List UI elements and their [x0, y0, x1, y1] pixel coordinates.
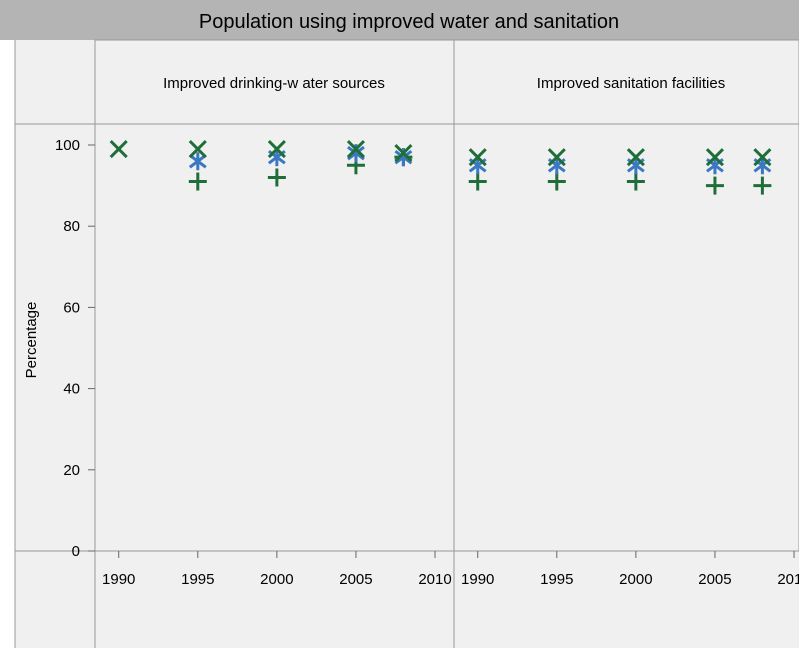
x-tick-label: 2000 [619, 571, 652, 588]
marker-x [547, 148, 566, 167]
y-tick-label: 0 [72, 543, 80, 560]
marker-x [346, 139, 366, 159]
x-tick-label: 2010 [418, 571, 451, 588]
chart-title: Population using improved water and sani… [199, 11, 619, 33]
marker-x [705, 148, 725, 167]
y-tick-label: 60 [63, 299, 80, 316]
x-tick-label: 2010 [777, 571, 799, 588]
y-axis: 0 20 40 60 80 100 [55, 137, 95, 560]
y-tick-label: 100 [55, 137, 80, 154]
marker-plus [705, 176, 724, 195]
marker-star [188, 152, 207, 171]
marker-x [188, 139, 207, 159]
marker-x [626, 148, 645, 167]
x-tick-label: 2005 [339, 571, 372, 588]
marker-x [753, 148, 772, 167]
panel-header-sanitation [453, 39, 799, 125]
x-tick-label: 1990 [102, 571, 135, 588]
y-tick-label: 40 [63, 381, 80, 398]
marker-x [468, 148, 487, 167]
marker-x [394, 144, 413, 163]
y-tick-label: 80 [63, 218, 80, 235]
x-tick-label: 1995 [181, 571, 214, 588]
marker-plus [468, 172, 487, 191]
marker-plus [626, 172, 645, 191]
title-bar [0, 0, 799, 40]
x-tick-label: 1995 [540, 571, 573, 588]
marker-plus [753, 176, 772, 195]
panel-label-sanitation: Improved sanitation facilities [537, 75, 725, 92]
x-axes: 1990 1995 2000 2005 2010 1990 1995 2000 2005 2010 [102, 551, 799, 588]
panel-label-water: Improved drinking-w ater sources [163, 75, 385, 92]
marker-x [267, 139, 286, 159]
x-tick-label: 2005 [698, 571, 731, 588]
y-axis-label: Percentage [23, 302, 40, 379]
marker-plus [267, 168, 286, 187]
x-tick-label: 1990 [461, 571, 494, 588]
y-tick-label: 20 [63, 462, 80, 479]
marker-plus [547, 172, 566, 191]
marker-x [109, 139, 128, 159]
x-tick-label: 2000 [260, 571, 293, 588]
plot-frame-water [94, 123, 455, 552]
marker-plus [188, 172, 207, 191]
data-marks [109, 139, 772, 195]
plot-frame-sanitation [453, 123, 799, 552]
